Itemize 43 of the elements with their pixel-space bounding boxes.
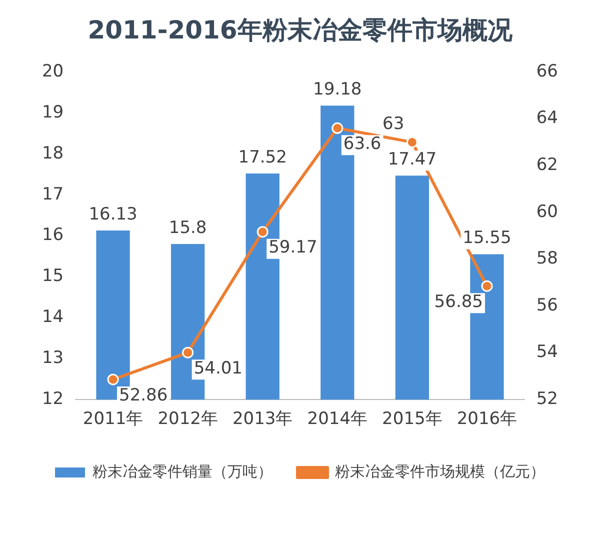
y2-tick-label: 54 xyxy=(536,342,558,362)
y2-tick-label: 66 xyxy=(536,61,558,82)
y2-tick-label: 64 xyxy=(536,108,558,128)
x-tick-label: 2012年 xyxy=(158,409,218,430)
data-label: 63 xyxy=(382,114,404,134)
data-label: 15.55 xyxy=(462,228,512,248)
data-label: 63.6 xyxy=(343,134,382,154)
point xyxy=(256,226,268,238)
y-tick-label: 20 xyxy=(42,61,64,82)
y2-tick-label: 62 xyxy=(536,155,558,176)
y2-tick-label: 56 xyxy=(536,295,558,316)
y2-tick-label: 58 xyxy=(536,248,558,269)
data-label: 16.13 xyxy=(88,204,138,224)
data-label: 52.86 xyxy=(119,385,168,406)
x-tick-label: 2016年 xyxy=(456,409,518,430)
data-label: 56.85 xyxy=(434,292,483,312)
y-tick-label: 15 xyxy=(42,266,64,286)
legend-label: 粉末冶金零件销量（万吨） xyxy=(92,462,272,480)
y-tick-label: 16 xyxy=(42,225,64,246)
data-label: 19.18 xyxy=(313,80,362,100)
x-tick-label: 2015年 xyxy=(382,409,442,430)
data-label: 17.52 xyxy=(238,147,287,168)
x-tick-label: 2011年 xyxy=(82,409,144,430)
point xyxy=(481,280,493,292)
chart-title: 2011-2016年粉末冶金零件市场概况 xyxy=(88,16,514,44)
y-tick-label: 18 xyxy=(42,143,64,164)
y2-tick-label: 60 xyxy=(536,202,558,222)
y-tick-label: 13 xyxy=(42,348,64,368)
point xyxy=(182,346,194,358)
x-tick-label: 2013年 xyxy=(232,409,293,430)
point xyxy=(332,122,344,134)
y-tick-label: 14 xyxy=(42,307,64,328)
x-tick-label: 2014年 xyxy=(307,409,368,430)
data-label: 15.8 xyxy=(168,218,207,238)
data-label: 17.47 xyxy=(388,150,437,170)
point xyxy=(107,374,119,386)
data-label: 54.01 xyxy=(194,358,242,378)
y2-tick-label: 52 xyxy=(536,389,558,410)
y-tick-label: 17 xyxy=(42,184,64,204)
y-tick-label: 19 xyxy=(42,102,64,122)
legend-label: 粉末冶金零件市场规模（亿元） xyxy=(335,462,545,480)
data-label: 59.17 xyxy=(268,238,318,258)
y-tick-label: 12 xyxy=(42,389,64,410)
